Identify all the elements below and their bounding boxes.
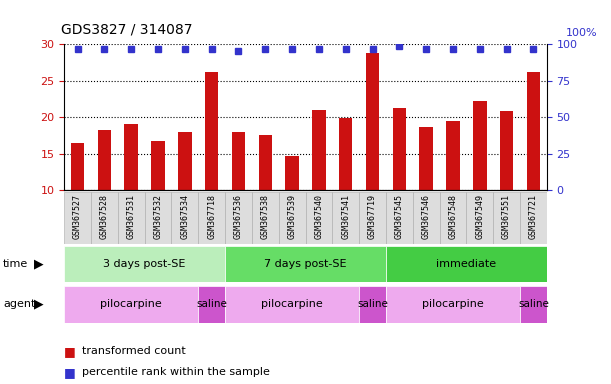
- Bar: [520, 192, 547, 244]
- Text: GSM367546: GSM367546: [422, 194, 431, 238]
- Text: GSM367721: GSM367721: [529, 194, 538, 238]
- Bar: [366, 53, 379, 190]
- Bar: [91, 192, 118, 244]
- Bar: [198, 286, 225, 323]
- Bar: [439, 192, 466, 244]
- Bar: [225, 246, 386, 282]
- Bar: [145, 192, 172, 244]
- Text: GSM367541: GSM367541: [341, 194, 350, 238]
- Text: ■: ■: [64, 366, 76, 379]
- Bar: [420, 127, 433, 190]
- Text: GSM367531: GSM367531: [126, 194, 136, 238]
- Text: transformed count: transformed count: [82, 346, 186, 356]
- Text: ▶: ▶: [34, 298, 43, 311]
- Bar: [125, 124, 138, 190]
- Text: pilocarpine: pilocarpine: [100, 299, 162, 310]
- Bar: [118, 192, 145, 244]
- Bar: [64, 246, 225, 282]
- Bar: [285, 156, 299, 190]
- Text: saline: saline: [196, 299, 227, 310]
- Text: GSM367532: GSM367532: [153, 194, 163, 238]
- Text: saline: saline: [357, 299, 388, 310]
- Text: pilocarpine: pilocarpine: [262, 299, 323, 310]
- Bar: [386, 192, 413, 244]
- Text: GSM367528: GSM367528: [100, 194, 109, 238]
- Text: 7 days post-SE: 7 days post-SE: [264, 259, 347, 269]
- Text: GSM367539: GSM367539: [288, 194, 296, 238]
- Text: time: time: [3, 259, 28, 269]
- Text: GSM367719: GSM367719: [368, 194, 377, 238]
- Text: GSM367534: GSM367534: [180, 194, 189, 238]
- Bar: [312, 110, 326, 190]
- Bar: [386, 246, 547, 282]
- Bar: [393, 108, 406, 190]
- Text: saline: saline: [518, 299, 549, 310]
- Bar: [98, 130, 111, 190]
- Bar: [520, 286, 547, 323]
- Bar: [413, 192, 439, 244]
- Bar: [527, 72, 540, 190]
- Text: pilocarpine: pilocarpine: [422, 299, 484, 310]
- Bar: [332, 192, 359, 244]
- Text: GSM367538: GSM367538: [261, 194, 270, 238]
- Text: GSM367718: GSM367718: [207, 194, 216, 238]
- Text: 3 days post-SE: 3 days post-SE: [103, 259, 186, 269]
- Text: GSM367545: GSM367545: [395, 194, 404, 238]
- Text: GSM367551: GSM367551: [502, 194, 511, 238]
- Text: immediate: immediate: [436, 259, 497, 269]
- Text: ▶: ▶: [34, 258, 43, 270]
- Bar: [339, 118, 353, 190]
- Text: GDS3827 / 314087: GDS3827 / 314087: [61, 23, 192, 36]
- Bar: [493, 192, 520, 244]
- Bar: [306, 192, 332, 244]
- Bar: [64, 192, 91, 244]
- Bar: [232, 132, 245, 190]
- Bar: [225, 192, 252, 244]
- Bar: [252, 192, 279, 244]
- Text: GSM367549: GSM367549: [475, 194, 485, 238]
- Text: 100%: 100%: [566, 28, 598, 38]
- Bar: [466, 192, 493, 244]
- Bar: [446, 121, 459, 190]
- Bar: [386, 286, 520, 323]
- Text: GSM367527: GSM367527: [73, 194, 82, 238]
- Bar: [64, 286, 198, 323]
- Bar: [359, 286, 386, 323]
- Text: percentile rank within the sample: percentile rank within the sample: [82, 367, 270, 377]
- Bar: [279, 192, 306, 244]
- Bar: [205, 72, 218, 190]
- Text: GSM367540: GSM367540: [315, 194, 323, 238]
- Bar: [473, 101, 486, 190]
- Bar: [71, 142, 84, 190]
- Bar: [359, 192, 386, 244]
- Text: ■: ■: [64, 345, 76, 358]
- Bar: [225, 286, 359, 323]
- Text: agent: agent: [3, 299, 35, 310]
- Bar: [152, 141, 165, 190]
- Bar: [172, 192, 198, 244]
- Text: GSM367548: GSM367548: [448, 194, 458, 238]
- Text: GSM367536: GSM367536: [234, 194, 243, 238]
- Bar: [258, 135, 272, 190]
- Bar: [178, 132, 191, 190]
- Bar: [198, 192, 225, 244]
- Bar: [500, 111, 513, 190]
